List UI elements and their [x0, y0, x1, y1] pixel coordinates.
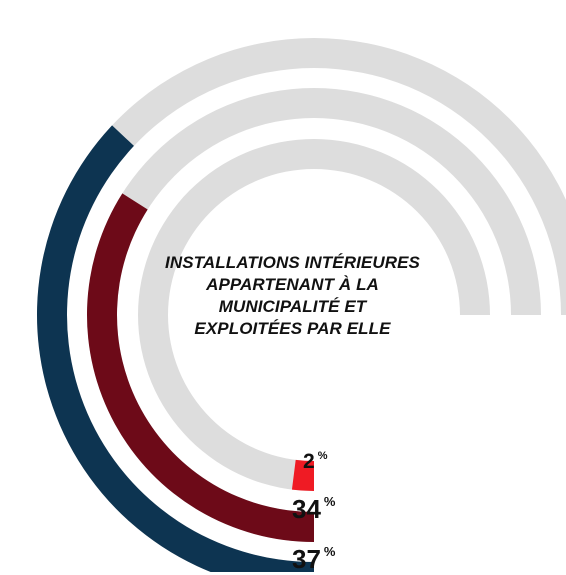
value-bar-inner [291, 459, 314, 491]
chart-title-line-1: INSTALLATIONS INTÉRIEURES [165, 253, 420, 272]
value-label-inner: 2% [303, 450, 327, 474]
value-label-outer-number: 37 [292, 544, 321, 574]
chart-title-line-4: EXPLOITÉES PAR ELLE [194, 319, 391, 338]
chart-title-line-2: APPARTENANT À LA [206, 275, 379, 294]
value-label-inner-unit: % [317, 450, 328, 462]
value-bar-outer [37, 125, 314, 572]
chart-title: INSTALLATIONS INTÉRIEURES APPARTENANT À … [140, 252, 445, 340]
value-label-inner-number: 2 [303, 450, 315, 473]
value-label-middle-number: 34 [292, 494, 321, 524]
value-label-middle: 34% [292, 494, 335, 525]
chart-title-line-3: MUNICIPALITÉ ET [218, 297, 367, 316]
value-label-outer-unit: % [323, 544, 336, 559]
value-bar-middle [86, 193, 314, 543]
value-label-middle-unit: % [323, 494, 336, 509]
value-label-outer: 37% [292, 544, 335, 575]
